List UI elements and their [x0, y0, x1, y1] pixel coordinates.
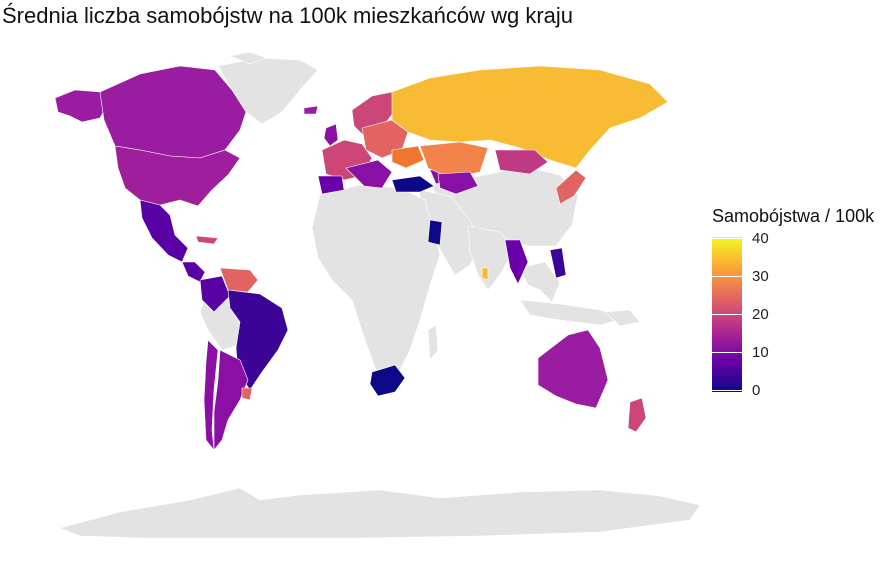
legend-tick-mark [712, 390, 742, 391]
colombia [199, 275, 231, 313]
legend-tick-mark [712, 352, 742, 353]
oman-uae [427, 219, 443, 246]
legend-tick-mark [712, 276, 742, 277]
iberia [317, 175, 345, 195]
legend-tick-label: 0 [752, 382, 761, 399]
central-america [181, 261, 206, 283]
se-asia [519, 261, 561, 303]
south-africa [369, 364, 406, 397]
alaska [54, 89, 111, 123]
philippines [549, 247, 567, 279]
australia [537, 329, 609, 409]
canada [99, 65, 247, 159]
mexico [139, 199, 189, 263]
iceland [303, 105, 319, 115]
antarctica [59, 487, 701, 539]
mongolia [494, 149, 549, 175]
madagascar [427, 324, 439, 361]
brazil [227, 289, 289, 391]
png [604, 309, 641, 327]
legend-tick-label: 20 [752, 306, 769, 323]
legend-tick-label: 40 [752, 230, 769, 247]
legend-title: Samobójstwa / 100k [712, 206, 875, 226]
ukraine [391, 145, 425, 169]
arctic-islands [228, 51, 267, 65]
india [467, 225, 516, 291]
venezuela-guyana [219, 267, 259, 293]
cuba [195, 235, 219, 245]
legend-tick-label: 10 [752, 344, 769, 361]
new-zealand [627, 397, 647, 433]
turkey [391, 175, 435, 193]
indonesia [519, 299, 627, 326]
japan-korea [555, 169, 587, 205]
uk-ireland [323, 123, 339, 147]
argentina [213, 349, 249, 451]
uruguay [241, 387, 253, 401]
legend-tick-label: 30 [752, 268, 769, 285]
data-countries [54, 65, 669, 451]
legend-tick-mark [712, 238, 742, 239]
legend-tick-mark [712, 314, 742, 315]
thailand [504, 239, 529, 285]
central-asia [437, 171, 479, 195]
italy-balkans [345, 159, 393, 189]
russia [391, 65, 669, 169]
map-title: Średnia liczba samobójstw na 100k mieszk… [2, 3, 574, 28]
no-data-land [59, 51, 701, 539]
sri-lanka [481, 267, 489, 281]
kazakhstan [419, 141, 489, 179]
africa [311, 184, 441, 381]
usa [114, 145, 241, 207]
